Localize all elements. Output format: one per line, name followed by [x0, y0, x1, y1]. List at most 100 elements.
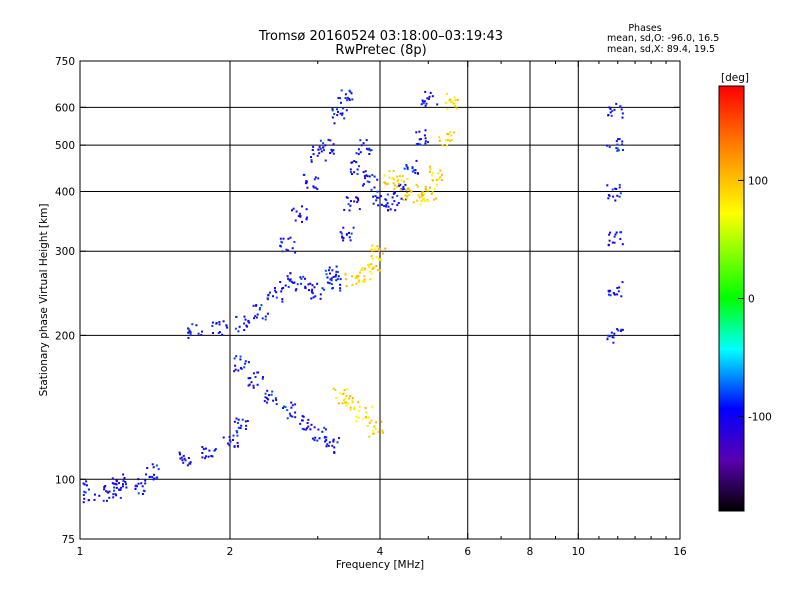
echo-point: [616, 194, 619, 197]
x-tick-label: 1: [77, 546, 84, 558]
echo-point: [607, 334, 610, 337]
echo-point: [267, 298, 269, 301]
echo-point: [94, 493, 96, 496]
echo-point: [370, 188, 373, 191]
echo-point: [420, 193, 423, 196]
echo-point: [118, 482, 120, 485]
echo-point: [619, 330, 622, 333]
echo-point: [306, 216, 308, 219]
echo-point: [221, 333, 224, 336]
echo-point: [266, 312, 269, 315]
echo-point: [377, 430, 380, 433]
echo-point: [311, 284, 314, 287]
echo-point: [419, 138, 422, 140]
echo-point: [403, 167, 406, 170]
echo-point: [180, 456, 183, 459]
echo-point: [233, 445, 236, 448]
echo-point: [342, 239, 345, 242]
echo-point: [411, 170, 414, 173]
echo-point: [614, 233, 617, 236]
echo-point: [270, 393, 273, 396]
echo-point: [122, 483, 124, 486]
echo-point: [312, 185, 315, 188]
echo-point: [611, 110, 614, 112]
echo-point: [610, 114, 613, 117]
echo-point: [359, 151, 362, 154]
echo-point: [428, 95, 431, 98]
x-tick-label: 10: [572, 546, 585, 558]
echo-point: [417, 194, 420, 197]
echo-point: [235, 315, 238, 318]
echo-point: [211, 455, 214, 458]
echo-point: [111, 477, 114, 480]
echo-point: [243, 366, 246, 369]
echo-point: [415, 184, 418, 186]
colorbar-tick-label: 0: [748, 294, 755, 306]
echo-point: [428, 170, 431, 173]
echo-point: [137, 482, 140, 485]
echo-point: [612, 336, 615, 339]
echo-point: [218, 323, 221, 326]
echo-point: [611, 336, 614, 339]
echo-point: [295, 210, 298, 213]
echo-point: [383, 205, 386, 207]
echo-point: [364, 170, 367, 173]
echo-point: [348, 231, 350, 234]
echo-point: [621, 112, 624, 115]
echo-point: [612, 195, 615, 198]
echo-point: [331, 108, 334, 111]
echo-point: [252, 304, 255, 307]
echo-point: [272, 399, 275, 402]
echo-point: [453, 96, 456, 99]
echo-point: [352, 226, 355, 229]
echo-point: [371, 266, 374, 269]
echo-point: [307, 283, 310, 286]
echo-point: [290, 280, 293, 283]
echo-point: [294, 289, 297, 292]
echo-point: [274, 397, 277, 400]
echo-point: [120, 486, 122, 489]
echo-point: [274, 289, 276, 292]
echo-point: [201, 456, 204, 459]
echo-point: [358, 405, 361, 408]
echo-point: [205, 455, 207, 458]
echo-point: [318, 437, 321, 440]
y-tick-label: 600: [55, 102, 75, 114]
echo-point: [615, 147, 618, 150]
echo-point: [115, 486, 118, 489]
echo-point: [319, 139, 322, 142]
echo-point: [374, 247, 377, 250]
echo-point: [402, 188, 405, 191]
echo-point: [324, 269, 327, 272]
echo-point: [275, 296, 278, 299]
echo-point: [622, 149, 624, 151]
echo-point: [441, 173, 443, 176]
echo-point: [323, 426, 326, 429]
echo-point: [322, 146, 325, 149]
colorbar: [718, 85, 745, 512]
echo-point: [301, 415, 304, 418]
echo-point: [420, 191, 423, 194]
echo-point: [351, 173, 353, 175]
echo-point: [282, 407, 284, 409]
echo-point: [308, 289, 310, 292]
echo-point: [299, 215, 302, 218]
echo-point: [317, 148, 320, 151]
echo-point: [388, 170, 391, 173]
echo-point: [300, 282, 303, 285]
echo-point: [228, 444, 231, 447]
echo-point: [355, 275, 358, 278]
echo-point: [349, 394, 352, 397]
echo-point: [355, 282, 358, 285]
echo-point: [450, 101, 453, 104]
echo-point: [279, 281, 282, 283]
echo-point: [210, 455, 213, 457]
echo-point: [378, 269, 381, 272]
echo-point: [264, 392, 267, 395]
echo-point: [422, 191, 425, 194]
echo-point: [330, 283, 333, 286]
echo-point: [294, 403, 297, 406]
echo-point: [618, 138, 621, 141]
echo-point: [141, 485, 144, 488]
echo-point: [400, 197, 403, 200]
